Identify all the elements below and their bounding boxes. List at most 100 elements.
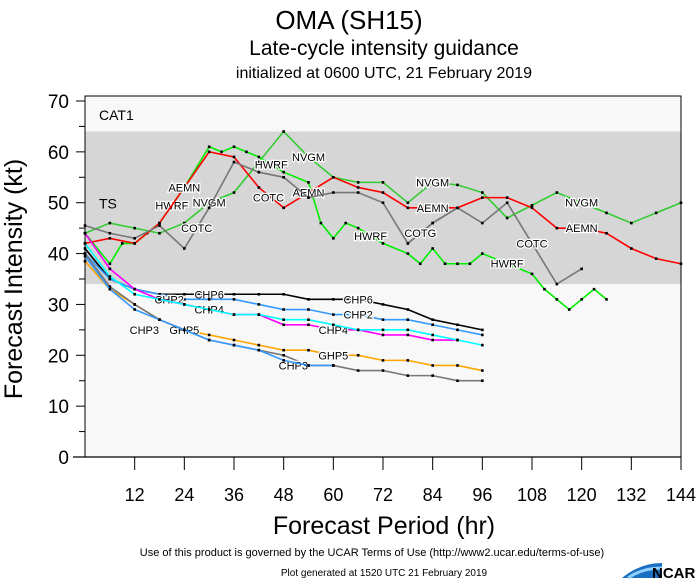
data-point: [133, 226, 136, 230]
data-point: [406, 318, 410, 321]
data-point: [555, 191, 559, 194]
data-point: [580, 267, 583, 271]
data-point: [431, 374, 434, 377]
data-point: [580, 226, 583, 230]
data-point: [307, 348, 310, 352]
chart-subtitle: Late-cycle intensity guidance: [249, 37, 519, 60]
series-label: HWRF: [491, 259, 524, 271]
data-point: [580, 298, 583, 301]
x-tick-label: 24: [174, 485, 194, 505]
data-point: [257, 155, 261, 159]
data-point: [282, 175, 285, 179]
data-point: [257, 160, 261, 164]
data-point: [431, 338, 434, 342]
data-point: [406, 374, 410, 377]
data-point: [158, 298, 161, 301]
series-label: HWRF: [255, 160, 288, 172]
data-point: [245, 150, 248, 154]
data-point: [207, 150, 211, 154]
data-point: [207, 308, 211, 311]
data-point: [481, 196, 484, 199]
plot-area: TSCAT1NVGMNVGMNVGMNVGMHWRFHWRFHWRFHWRFAE…: [48, 92, 696, 505]
data-point: [344, 221, 348, 225]
data-point: [257, 303, 261, 306]
data-point: [406, 252, 410, 255]
data-point: [207, 201, 211, 205]
data-point: [232, 298, 236, 301]
data-point: [481, 369, 484, 372]
series-unnamed-11: [83, 254, 335, 367]
y-tick-label: 60: [48, 143, 69, 164]
data-point: [481, 328, 484, 332]
data-point: [207, 298, 211, 301]
data-point: [356, 181, 360, 184]
ncar-logo: NCAR: [622, 563, 695, 580]
data-point: [232, 145, 236, 149]
data-point: [282, 318, 285, 321]
data-point: [555, 282, 559, 286]
data-point: [108, 237, 112, 240]
data-point: [332, 364, 335, 367]
data-point: [381, 191, 385, 194]
band-ts: [85, 131, 681, 285]
data-point: [133, 242, 136, 245]
series-label: COTC: [516, 238, 547, 250]
data-point: [158, 318, 161, 321]
data-point: [282, 353, 285, 357]
data-point: [431, 221, 434, 225]
y-tick-label: 20: [48, 346, 69, 367]
data-point: [543, 287, 546, 291]
data-point: [481, 191, 484, 194]
data-point: [307, 323, 310, 327]
data-point: [332, 328, 335, 332]
data-point: [307, 155, 310, 159]
data-point: [431, 318, 434, 321]
data-point: [505, 262, 509, 266]
data-point: [418, 262, 422, 266]
data-point: [356, 186, 360, 189]
data-point: [481, 343, 484, 347]
data-point: [183, 221, 186, 225]
data-point: [381, 359, 385, 362]
data-point: [481, 379, 484, 383]
data-point: [431, 181, 434, 184]
data-point: [282, 348, 285, 352]
data-point: [605, 211, 608, 215]
data-point: [232, 343, 236, 347]
data-point: [456, 183, 459, 187]
x-tick-label: 12: [125, 485, 145, 505]
data-point: [332, 191, 335, 194]
data-point: [456, 338, 459, 342]
data-point: [108, 275, 112, 278]
data-point: [406, 333, 410, 337]
data-point: [555, 226, 559, 230]
plot-generated: Plot generated at 1520 UTC 21 February 2…: [281, 568, 488, 579]
x-tick-label: 84: [423, 485, 443, 505]
data-point: [332, 175, 335, 179]
data-point: [207, 292, 211, 296]
x-tick-label: 108: [517, 485, 547, 505]
data-point: [505, 216, 509, 220]
x-tick-label: 120: [567, 485, 597, 505]
data-point: [592, 287, 596, 291]
x-tick-label: 96: [472, 485, 492, 505]
data-point: [356, 226, 360, 230]
data-point: [307, 191, 310, 194]
data-point: [406, 201, 410, 205]
data-point: [431, 323, 434, 327]
ncar-logo-text: NCAR: [652, 565, 695, 580]
data-point: [481, 252, 484, 255]
data-point: [207, 145, 211, 149]
data-point: [207, 338, 211, 342]
data-point: [257, 348, 261, 352]
x-tick-label: 36: [224, 485, 244, 505]
data-point: [133, 287, 136, 291]
data-point: [120, 242, 124, 245]
data-point: [183, 298, 186, 301]
data-point: [468, 262, 472, 266]
data-point: [307, 364, 310, 367]
data-point: [282, 323, 285, 327]
data-point: [183, 247, 186, 250]
y-tick-label: 10: [48, 397, 69, 418]
